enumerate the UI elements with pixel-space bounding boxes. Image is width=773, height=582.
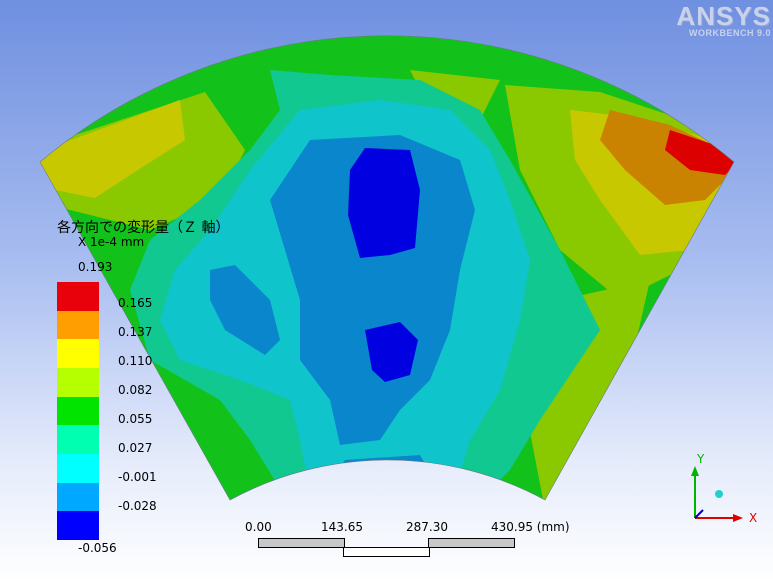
logo-brand: ANSYS: [676, 1, 771, 31]
contour-band-c0: [340, 465, 430, 495]
legend-color-bar: [57, 282, 99, 540]
legend-label: 0.165: [118, 296, 153, 310]
scale-segment: [258, 538, 345, 548]
legend-label: -0.001: [118, 470, 157, 484]
scale-segment: [343, 547, 430, 557]
y-axis-arrow-icon: [691, 466, 699, 476]
legend-max-value: 0.193: [78, 260, 113, 274]
z-axis-line: [694, 509, 704, 519]
legend-swatch: [57, 425, 99, 454]
legend-swatch: [57, 339, 99, 368]
contour-band-c1: [210, 265, 280, 355]
legend-title: 各方向での変形量（Ｚ 軸）: [57, 220, 230, 236]
legend-swatch: [57, 482, 99, 512]
legend-unit: X 1e-4 mm: [78, 235, 145, 249]
legend-swatch: [57, 396, 99, 426]
contour-band-c0: [365, 322, 418, 382]
legend-swatch: [57, 310, 99, 340]
scale-label: 430.95 (mm): [491, 520, 570, 534]
model-outline: [39, 35, 735, 501]
legend-min-value: -0.056: [78, 541, 117, 555]
scale-label: 143.65: [321, 520, 363, 534]
legend-label: 0.110: [118, 354, 153, 368]
contour-band-c0: [348, 148, 420, 258]
x-axis-label: X: [749, 511, 757, 525]
legend-label: -0.028: [118, 499, 157, 513]
ansys-logo: ANSYS WORKBENCH 9.0: [676, 2, 771, 38]
legend-label: 0.055: [118, 412, 153, 426]
logo-sub: WORKBENCH 9.0: [688, 28, 771, 38]
scale-label: 0.00: [245, 520, 272, 534]
legend-swatch: [57, 282, 99, 311]
triad-center-icon: [715, 490, 723, 498]
legend-label: 0.137: [118, 325, 153, 339]
contour-band-c7: [600, 110, 734, 205]
scale-bar: 0.00 143.65 287.30 430.95 (mm): [245, 520, 570, 560]
legend-swatch: [57, 367, 99, 397]
legend-label: 0.027: [118, 441, 153, 455]
legend-label: 0.082: [118, 383, 153, 397]
scale-segment: [428, 538, 515, 548]
legend-swatch: [57, 511, 99, 540]
contour-band-c8: [665, 130, 734, 175]
contour-band-c6: [40, 100, 185, 198]
x-axis-arrow-icon: [733, 514, 743, 522]
legend-swatch: [57, 453, 99, 483]
contour-band-c1: [270, 135, 475, 445]
y-axis-label: Y: [696, 452, 705, 466]
axis-triad[interactable]: Y X: [683, 446, 773, 536]
scale-label: 287.30: [406, 520, 448, 534]
